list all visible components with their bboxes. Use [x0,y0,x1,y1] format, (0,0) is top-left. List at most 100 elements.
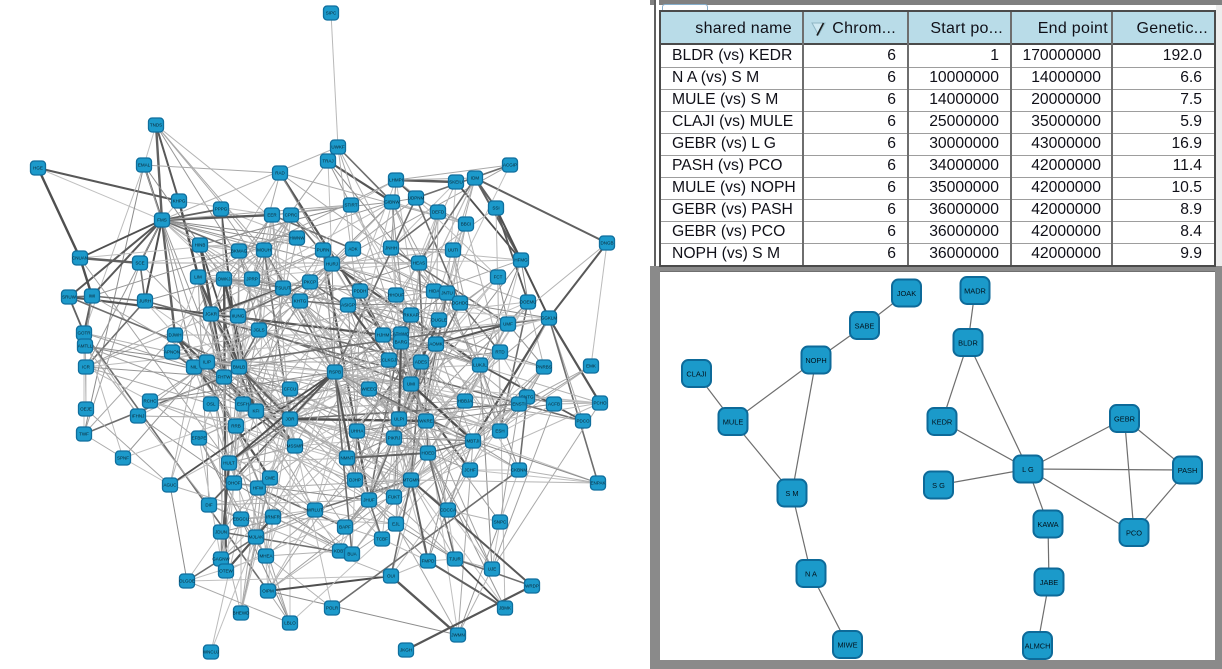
svg-text:GAGNW: GAGNW [212,557,230,562]
svg-text:CNUAN: CNUAN [72,256,88,261]
svg-text:PURN: PURN [317,248,330,253]
svg-text:FMS: FMS [157,218,167,223]
svg-text:IDM: IDM [471,176,480,181]
svg-text:PPPG: PPPG [215,207,228,212]
svg-text:MULE: MULE [723,417,744,426]
svg-text:RSPB: RSPB [329,370,341,375]
svg-text:NMNT: NMNT [341,456,354,461]
svg-text:BUA: BUA [347,552,356,557]
svg-text:OUGLE: OUGLE [431,318,447,323]
svg-text:JOAK: JOAK [897,289,916,298]
svg-text:DIF: DIF [205,503,213,508]
svg-text:JPRP: JPRP [246,277,258,282]
svg-text:CDCCA: CDCCA [440,508,456,513]
svg-text:SIPC: SIPC [326,11,337,16]
svg-text:DEFD: DEFD [432,210,445,215]
svg-text:L G: L G [1022,465,1034,474]
svg-text:PKCP: PKCP [304,280,316,285]
svg-text:TNDS: TNDS [150,123,162,128]
svg-text:ADES: ADES [415,360,427,365]
svg-text:UMF: UMF [503,322,513,327]
svg-text:JCHF: JCHF [464,468,476,473]
svg-text:HGE: HGE [33,166,43,171]
svg-text:RRB: RRB [231,424,241,429]
svg-text:WRDP: WRDP [525,584,539,589]
svg-text:HFMG: HFMG [514,258,528,263]
svg-text:GIBNW: GIBNW [384,200,400,205]
svg-text:DJWH: DJWH [169,333,182,338]
svg-text:ASIGP: ASIGP [341,303,355,308]
svg-text:PCHO: PCHO [593,401,607,406]
svg-text:UHHA: UHHA [351,429,364,434]
svg-text:EFBPE: EFBPE [192,436,207,441]
svg-text:CPRC: CPRC [285,213,299,218]
svg-text:IIUNG: IIUNG [232,314,245,319]
svg-text:RCHC: RCHC [144,399,158,404]
svg-text:MIWE: MIWE [837,640,857,649]
svg-text:JOR: JOR [286,417,296,422]
svg-text:APNON: APNON [164,350,180,355]
svg-text:ENSTI: ENSTI [512,402,525,407]
svg-text:MBTJI: MBTJI [467,439,480,444]
svg-text:HURJ: HURJ [326,262,338,267]
svg-text:TRAJ: TRAJ [322,159,333,164]
svg-text:PDDH: PDDH [354,289,367,294]
svg-text:SNPC: SNPC [494,520,507,525]
svg-text:EJL: EJL [392,522,400,527]
svg-text:WKRE: WKRE [419,419,433,424]
svg-text:KDBT: KDBT [334,549,346,554]
svg-text:BARG: BARG [395,340,408,345]
svg-text:EMK: EMK [586,364,596,369]
svg-text:ATHWC: ATHWC [393,332,410,337]
svg-text:HIDA: HIDA [429,289,440,294]
svg-text:JHUF: JHUF [363,498,375,503]
svg-text:PCO: PCO [1126,528,1142,537]
svg-text:OOEMU: OOEMU [519,300,536,305]
svg-text:ENPAK: ENPAK [591,481,606,486]
svg-text:AMTLL: AMTLL [78,344,93,349]
svg-text:JABE: JABE [1040,578,1059,587]
svg-text:ACGIP: ACGIP [503,163,517,168]
svg-text:ALMCH: ALMCH [1025,641,1051,650]
svg-text:FCT: FCT [494,275,503,280]
svg-text:GNTG: GNTG [521,395,534,400]
svg-text:N A: N A [805,569,817,578]
svg-text:ESH: ESH [495,429,504,434]
svg-text:HOED: HOED [421,451,435,456]
svg-text:FMPD: FMPD [422,559,435,564]
svg-text:PNRBS: PNRBS [536,365,552,370]
svg-text:IWI: IWI [89,294,96,299]
svg-text:HEAS: HEAS [413,261,425,266]
svg-text:KAWA: KAWA [1037,520,1058,529]
svg-text:CLKGJ: CLKGJ [382,358,397,363]
svg-text:GGKLM: GGKLM [541,316,558,321]
svg-text:OSL: OSL [206,402,216,407]
svg-text:BBCI: BBCI [461,222,472,227]
svg-text:LHMPI: LHMPI [389,178,403,183]
svg-text:MOUH: MOUH [257,248,271,253]
svg-text:FUKT: FUKT [388,495,400,500]
svg-text:ACFB: ACFB [548,402,560,407]
svg-text:DJHP: DJHP [349,478,361,483]
svg-text:NOPH: NOPH [805,356,826,365]
svg-text:OEJE: OEJE [80,407,92,412]
svg-text:JKGH: JKGH [400,648,412,653]
svg-text:OUI: OUI [387,574,395,579]
svg-text:MJLAK: MJLAK [249,535,264,540]
svg-text:GEBR: GEBR [1114,414,1135,423]
svg-text:ICR: ICR [82,365,91,370]
svg-text:UUTI: UUTI [448,248,459,253]
svg-text:IFHNJ: IFHNJ [132,414,145,419]
svg-text:PIKRJ: PIKRJ [388,436,401,441]
svg-text:SCE: SCE [135,261,144,266]
svg-text:FHTW: FHTW [218,375,232,380]
svg-text:CKBNM: CKBNM [511,468,528,473]
svg-text:POLR: POLR [326,606,339,611]
svg-text:TCBF: TCBF [376,537,388,542]
svg-text:EBGCU: EBGCU [233,517,249,522]
svg-text:MSSMR: MSSMR [287,444,305,449]
svg-text:JGKR: JGKR [205,312,218,317]
svg-text:KHPG: KHPG [173,199,186,204]
svg-text:RTD: RTD [495,350,505,355]
svg-text:NIL: NIL [190,365,198,370]
